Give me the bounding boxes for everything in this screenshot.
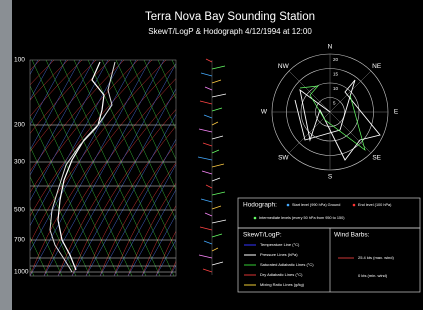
direction-label: S (328, 174, 333, 181)
legend-text: Mixing Ratio Lines (g/kg) (260, 282, 305, 287)
legend-text: Start level (990 hPa) Ground (292, 203, 340, 207)
page: {"header": {"title": "Terra Nova Bay Sou… (0, 0, 423, 310)
direction-label: E (394, 109, 399, 116)
legend-text: Intermediate levels (every 50 hPa from 9… (259, 216, 345, 220)
direction-label: SW (278, 155, 289, 162)
legend-title: Hodograph: (243, 202, 277, 209)
screen: Terra Nova Bay Sounding Station SkewT/Lo… (0, 0, 423, 310)
legend-text: Pressure Lines (hPa) (260, 252, 298, 257)
legend-text: Saturated Adiabatic Lines (°C) (260, 262, 314, 267)
legend-text: Dry Adiabatic Lines (°C) (260, 272, 303, 277)
direction-label: SE (372, 155, 381, 162)
direction-label: N (328, 44, 333, 51)
direction-label: W (261, 109, 268, 116)
pressure-label: 1000 (14, 269, 29, 276)
legend-text: Temperature Line (°C) (260, 242, 300, 247)
title: Terra Nova Bay Sounding Station (145, 11, 315, 23)
direction-label: NE (372, 63, 382, 70)
legend-title: Wind Barbs: (334, 232, 370, 239)
pressure-label: 500 (14, 207, 25, 214)
pressure-label: 200 (14, 122, 25, 129)
pressure-label: 700 (14, 237, 25, 244)
subtitle: SkewT/LogP & Hodograph 4/12/1994 at 12:0… (148, 27, 312, 36)
ring-label: 20 (333, 57, 339, 62)
ring-label: 15 (333, 72, 339, 77)
pressure-label: 100 (14, 57, 25, 64)
direction-label: NW (278, 63, 290, 70)
background-photo (0, 0, 12, 310)
legend-dot (287, 204, 290, 207)
ring-label: 10 (333, 86, 339, 91)
legend-title: SkewT/LogP: (243, 232, 282, 239)
legend-text: 0 kts (min. wind) (358, 273, 388, 278)
legend-text: 25.4 kts (max. wind) (358, 255, 394, 260)
legend-dot (254, 217, 257, 220)
legend-text: End level (100 hPa) (358, 203, 392, 207)
legend-dot (353, 204, 356, 207)
pressure-label: 300 (14, 159, 25, 166)
